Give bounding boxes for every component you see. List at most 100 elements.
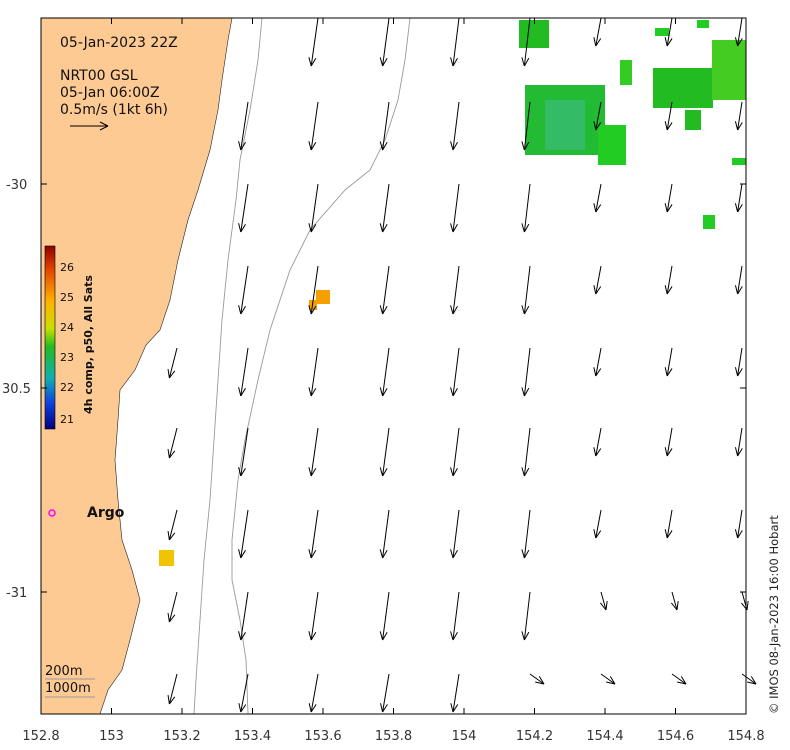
current-arrow xyxy=(666,265,673,295)
y-tick-label: -30 xyxy=(6,178,27,193)
current-arrow-head xyxy=(664,203,668,213)
current-arrow-head xyxy=(310,388,317,397)
argo-label: Argo xyxy=(87,505,125,521)
current-arrow-head xyxy=(167,695,170,705)
current-arrow-head xyxy=(595,368,602,377)
current-arrow-head xyxy=(523,467,530,477)
product-name: NRT00 GSL xyxy=(60,68,138,84)
current-arrow xyxy=(240,509,249,559)
x-tick-label: 154.8 xyxy=(727,729,764,744)
current-arrow-head xyxy=(382,549,388,559)
current-arrow xyxy=(240,265,249,315)
x-tick-label: 153.8 xyxy=(375,729,412,744)
current-arrow-head xyxy=(666,122,673,131)
current-arrow-head xyxy=(382,223,388,233)
current-arrow-head xyxy=(664,447,668,457)
depth-contours xyxy=(193,17,411,715)
current-arrow-head xyxy=(452,223,458,233)
current-arrow-head xyxy=(523,223,530,233)
current-arrow-head xyxy=(521,305,525,315)
current-arrow xyxy=(737,509,743,539)
current-arrow-head xyxy=(379,141,384,151)
current-arrow xyxy=(452,101,460,151)
current-arrow-head xyxy=(664,37,668,47)
colorbar-label: 4h comp, p50, All Sats xyxy=(82,275,95,414)
current-arrow-head xyxy=(521,57,525,67)
current-arrow xyxy=(240,591,249,641)
current-arrow-head xyxy=(308,305,312,315)
current-arrow-head xyxy=(382,141,388,151)
current-arrow xyxy=(666,183,673,213)
current-arrow xyxy=(168,347,178,379)
depth-legend-1000: 1000m xyxy=(45,681,91,696)
current-arrow xyxy=(382,101,390,151)
current-arrow-head xyxy=(593,37,597,47)
current-arrow-head xyxy=(167,531,170,541)
current-arrow-head xyxy=(379,549,384,559)
current-arrow xyxy=(382,591,390,641)
current-arrow-head xyxy=(450,223,454,233)
colorbar-tick: 22 xyxy=(60,381,74,394)
current-arrow-head xyxy=(379,305,384,315)
current-arrow-head xyxy=(664,367,668,377)
current-arrow-head xyxy=(382,631,388,641)
current-arrow-head xyxy=(666,204,673,213)
current-arrow-head xyxy=(310,550,317,559)
current-arrow-head xyxy=(523,141,530,151)
current-arrow-head xyxy=(238,467,242,477)
x-tick-label: 152.8 xyxy=(22,729,59,744)
current-arrow-head xyxy=(382,467,388,477)
current-arrow xyxy=(452,591,460,641)
current-arrow-head xyxy=(521,631,525,641)
x-tick-label: 154.2 xyxy=(516,729,553,744)
current-arrow xyxy=(523,183,531,233)
current-arrow-head xyxy=(379,631,384,641)
current-arrow-head xyxy=(167,613,170,623)
current-arrow-head xyxy=(238,223,242,233)
current-arrow xyxy=(310,101,319,151)
current-arrow xyxy=(240,427,249,477)
current-arrow-head xyxy=(595,530,602,539)
current-arrow-head xyxy=(734,121,739,131)
current-arrow xyxy=(168,591,178,623)
current-arrow-head xyxy=(308,223,312,233)
current-arrow-head xyxy=(523,387,530,397)
current-arrow-head xyxy=(169,450,176,459)
current-arrow xyxy=(452,347,460,397)
depth-legend-200: 200m xyxy=(45,664,82,679)
current-arrow-head xyxy=(450,703,454,713)
current-arrow-head xyxy=(750,676,757,685)
current-arrow-head xyxy=(666,448,673,457)
current-arrow xyxy=(523,591,531,641)
current-arrow-head xyxy=(600,602,607,611)
current-arrow xyxy=(382,509,390,559)
current-arrow-head xyxy=(240,306,246,315)
current-arrow-head xyxy=(238,549,242,559)
current-arrow-head xyxy=(737,204,743,213)
current-arrow xyxy=(452,265,460,315)
current-arrow-head xyxy=(308,631,312,641)
current-arrow xyxy=(666,101,673,131)
current-arrow-head xyxy=(734,37,739,47)
current-arrow-head xyxy=(666,38,673,47)
current-arrow-head xyxy=(240,468,246,477)
current-arrow xyxy=(452,427,460,477)
current-arrow-head xyxy=(595,204,602,213)
y-axis xyxy=(41,183,746,593)
current-arrow xyxy=(671,591,678,611)
current-arrow-head xyxy=(380,703,384,713)
current-arrow-head xyxy=(523,57,530,67)
current-arrow-head xyxy=(521,223,525,233)
x-tick-label: 153.6 xyxy=(304,729,341,744)
current-arrow-head xyxy=(538,676,545,685)
current-arrow xyxy=(240,673,249,713)
current-arrow-head xyxy=(734,285,739,295)
current-arrow xyxy=(523,101,531,151)
current-arrow xyxy=(600,591,607,611)
current-arrow-head xyxy=(737,122,743,131)
current-arrow-head xyxy=(737,38,743,47)
current-arrow-head xyxy=(382,57,388,67)
current-arrow-head xyxy=(593,529,597,539)
current-arrow-head xyxy=(452,467,458,477)
x-axis: 152.8 153 153.2 153.4 153.6 153.8 154 154.2 154.… xyxy=(22,18,765,744)
